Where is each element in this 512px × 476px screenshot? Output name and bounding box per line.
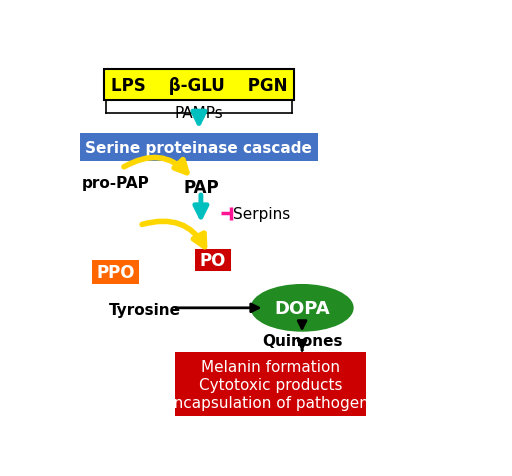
- Text: Quinones: Quinones: [262, 334, 343, 348]
- FancyBboxPatch shape: [80, 134, 318, 161]
- Text: Serine proteinase cascade: Serine proteinase cascade: [86, 140, 312, 155]
- Text: Tyrosine: Tyrosine: [110, 303, 181, 317]
- Text: LPS    β-GLU    PGN: LPS β-GLU PGN: [111, 77, 287, 95]
- Text: DOPA: DOPA: [274, 299, 330, 317]
- FancyArrowPatch shape: [142, 222, 205, 247]
- FancyBboxPatch shape: [103, 70, 294, 101]
- Text: PAMPs: PAMPs: [175, 105, 223, 120]
- Text: PPO: PPO: [96, 264, 135, 281]
- FancyBboxPatch shape: [195, 249, 231, 271]
- FancyBboxPatch shape: [175, 352, 366, 416]
- Text: Encapsulation of pathogens: Encapsulation of pathogens: [164, 395, 377, 410]
- Text: Serpins: Serpins: [232, 207, 290, 221]
- Text: Melanin formation: Melanin formation: [201, 359, 340, 374]
- Text: pro-PAP: pro-PAP: [82, 176, 150, 191]
- FancyArrowPatch shape: [124, 158, 187, 173]
- Text: PAP: PAP: [183, 178, 219, 196]
- FancyBboxPatch shape: [92, 260, 139, 284]
- Text: PO: PO: [200, 251, 226, 269]
- Text: Cytotoxic products: Cytotoxic products: [199, 377, 342, 392]
- Ellipse shape: [250, 284, 354, 332]
